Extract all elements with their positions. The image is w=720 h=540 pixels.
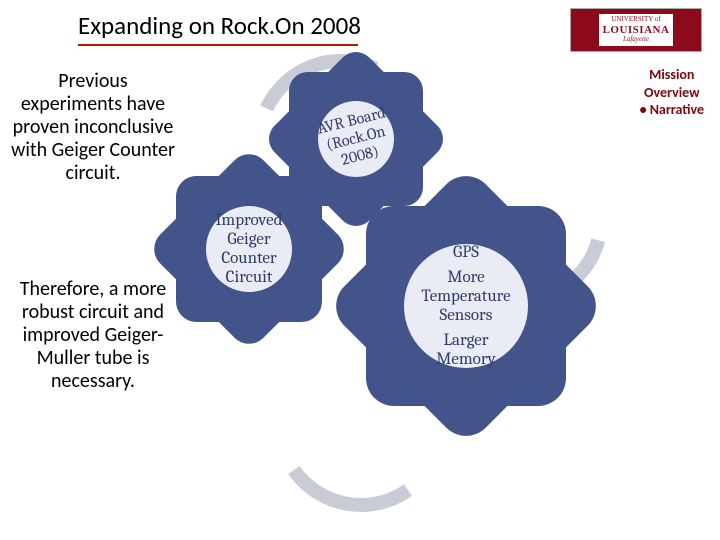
gear-geiger: ImprovedGeigerCounterCircuit xyxy=(176,176,322,322)
slide-title: Expanding on Rock.On 2008 xyxy=(78,10,361,41)
side-nav: Mission Overview • Narrative xyxy=(640,66,704,119)
slide: Expanding on Rock.On 2008 UNIVERSITY of … xyxy=(0,0,720,540)
gear-more: GPSMoreTemperatureSensorsLargerMemory xyxy=(366,206,566,406)
logo-line3: Lafayette xyxy=(603,36,670,44)
university-logo: UNIVERSITY of LOUISIANA Lafayette xyxy=(570,8,702,52)
side-nav-l1: Mission xyxy=(640,66,704,84)
side-nav-l2: Overview xyxy=(640,84,704,102)
university-logo-text: UNIVERSITY of LOUISIANA Lafayette xyxy=(599,14,674,45)
title-underline xyxy=(78,44,358,46)
gear-geiger-label: ImprovedGeigerCounterCircuit xyxy=(176,176,322,322)
side-nav-l3: • Narrative xyxy=(640,101,704,119)
gear-more-label: GPSMoreTemperatureSensorsLargerMemory xyxy=(366,206,566,406)
paragraph-therefore: Therefore, a more robust circuit and imp… xyxy=(8,278,178,393)
logo-line1: UNIVERSITY of xyxy=(603,16,670,24)
paragraph-previous: Previous experiments have proven inconcl… xyxy=(8,70,178,185)
